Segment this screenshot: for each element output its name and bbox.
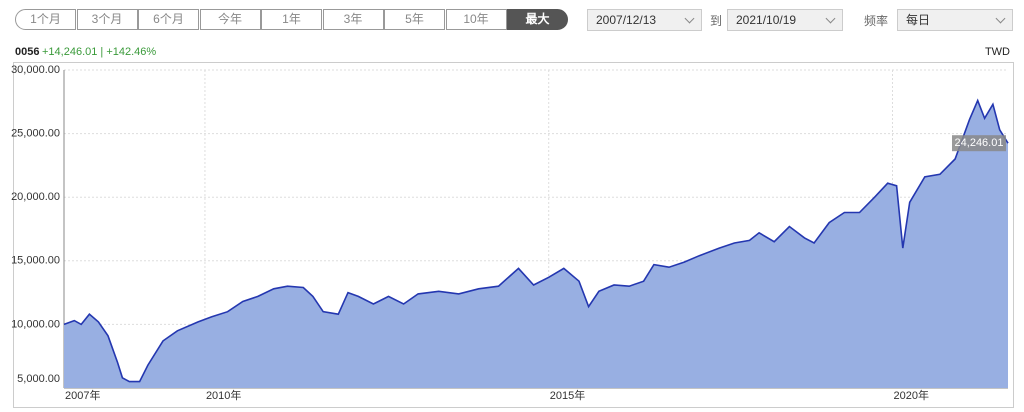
last-label-box	[952, 135, 1006, 152]
start-date[interactable]: 2007/12/13	[587, 9, 702, 31]
change: +14,246.01 | +142.46%	[42, 46, 157, 58]
currency: TWD	[984, 46, 1010, 58]
range-button[interactable]: 最大	[507, 9, 568, 30]
range-button[interactable]: 3年	[322, 9, 384, 30]
y-tick-label: 25,000.00	[11, 128, 60, 140]
end-date[interactable]: 2021/10/19	[727, 9, 843, 31]
symbol: 0056	[15, 46, 40, 58]
y-tick-label: 15,000.00	[11, 255, 60, 267]
frequency-label: 频率	[864, 14, 889, 28]
range-button[interactable]: 5年	[384, 9, 445, 30]
frequency-select[interactable]: 每日	[897, 9, 1013, 31]
last-label: 24,246.01	[955, 137, 1004, 149]
range-button[interactable]: 3个月	[76, 9, 138, 30]
line	[63, 98, 1009, 383]
to-label: 到	[710, 14, 723, 28]
area	[64, 100, 1008, 388]
y-tick-label: 20,000.00	[11, 191, 60, 203]
chart-frame	[13, 62, 1014, 408]
x-tick-label: 2007年	[65, 388, 100, 402]
range-button[interactable]: 1年	[261, 9, 322, 30]
y-tick-label: 30,000.00	[11, 64, 60, 76]
x-tick-label: 2015年	[550, 388, 585, 402]
x-tick-label: 2020年	[893, 388, 928, 402]
y-tick-label: 10,000.00	[11, 318, 60, 330]
range-button[interactable]: 6个月	[138, 9, 199, 30]
range-button[interactable]: 1个月	[15, 9, 76, 30]
range-button[interactable]: 10年	[445, 9, 507, 30]
x-tick-label: 2010年	[206, 388, 241, 402]
range-button[interactable]: 今年	[199, 9, 261, 30]
y-tick-label: 5,000.00	[17, 373, 60, 385]
